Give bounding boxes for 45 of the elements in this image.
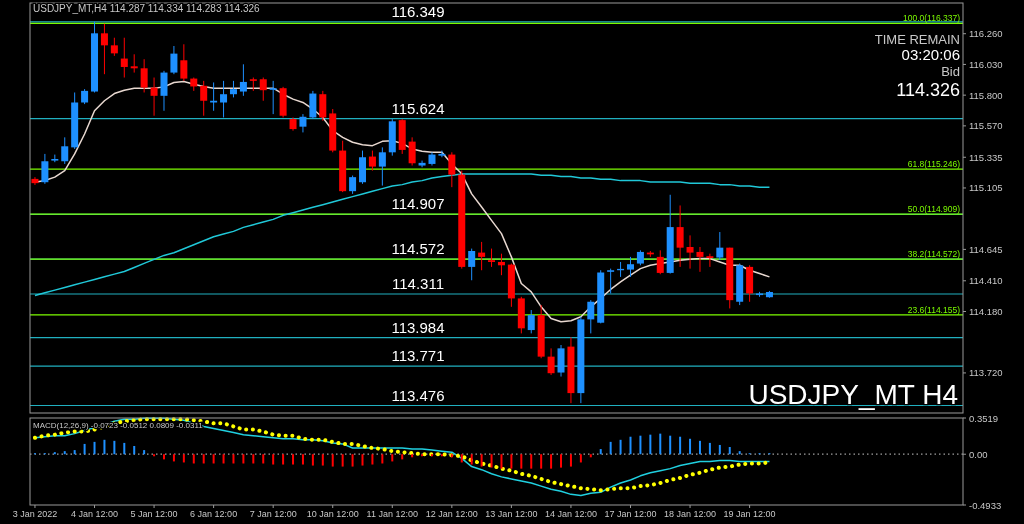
ref-line-label: 115.624: [391, 99, 445, 117]
ref-line-label: 113.771: [391, 347, 445, 365]
ref-line-label: 113.984: [391, 318, 445, 336]
x-tick-label: 14 Jan 12:00: [544, 509, 597, 519]
x-tick-label: 3 Jan 2022: [12, 509, 58, 519]
ref-line-label: 100.0(116.337): [902, 13, 961, 24]
x-tick-label: 19 Jan 12:00: [723, 509, 776, 519]
x-tick-label: 12 Jan 12:00: [425, 509, 478, 519]
x-tick-label: 13 Jan 12:00: [485, 509, 538, 519]
ref-line-label: 116.349: [391, 2, 445, 20]
y-tick-label: 114.410: [969, 275, 1003, 287]
x-tick-label: 4 Jan 12:00: [70, 509, 119, 519]
ref-line-label: 61.8(115.246): [907, 159, 961, 170]
y-tick-label: 114.180: [969, 306, 1003, 317]
annotation: TIME REMAIN: [874, 32, 960, 47]
annotation: Bid: [941, 64, 960, 79]
annotation: 114.326: [896, 80, 960, 100]
y-tick-label: 115.570: [969, 120, 1003, 132]
y-tick-label: 0.3519: [969, 412, 999, 424]
y-tick-label: -0.4933: [969, 499, 1002, 511]
ref-line-label: 114.572: [391, 240, 445, 258]
x-tick-label: 6 Jan 12:00: [190, 509, 238, 519]
ref-line-label: 114.311: [392, 275, 444, 293]
y-tick-label: 114.645: [969, 243, 1003, 255]
x-tick-label: 5 Jan 12:00: [130, 509, 178, 519]
x-tick-label: 10 Jan 12:00: [306, 509, 359, 519]
x-tick-label: 11 Jan 12:00: [366, 509, 418, 519]
y-tick-label: 116.260: [969, 28, 1003, 40]
ref-line-label: 114.907: [391, 195, 445, 213]
ref-line-label: 23.6(114.155): [907, 304, 961, 315]
y-tick-label: 0.00: [969, 448, 988, 460]
x-tick-label: 7 Jan 12:00: [249, 509, 297, 519]
ref-line-label: 38.2(114.572): [907, 249, 961, 260]
y-tick-label: 115.335: [969, 151, 1003, 163]
y-tick-label: 115.800: [969, 89, 1003, 101]
x-tick-label: 17 Jan 12:00: [604, 509, 657, 519]
y-tick-label: 113.720: [969, 367, 1003, 379]
annotation: 03:20:06: [901, 46, 960, 63]
x-tick-label: 18 Jan 12:00: [664, 509, 717, 519]
ref-line-label: 50.0(114.909): [907, 204, 961, 215]
y-tick-label: 115.105: [969, 182, 1003, 194]
ref-line-label: 113.476: [391, 386, 445, 404]
y-tick-label: 116.030: [969, 58, 1003, 70]
annotation: USDJPY_MT,H4 114.287 114.334 114.283 114.326: [33, 3, 261, 14]
annotation: USDJPY_MT H4: [748, 379, 958, 410]
